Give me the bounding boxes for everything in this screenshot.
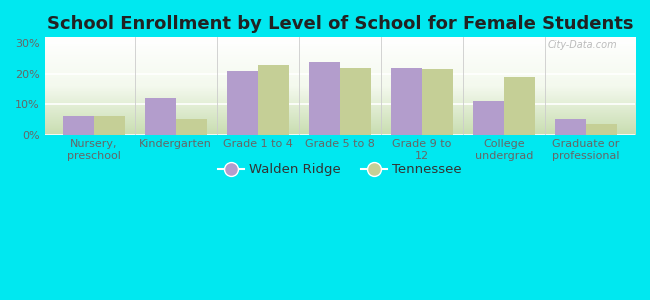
Bar: [340, 68, 371, 134]
Bar: [504, 77, 535, 134]
Bar: [176, 119, 207, 134]
Bar: [554, 119, 586, 134]
Bar: [62, 116, 94, 134]
Bar: [391, 68, 422, 134]
Bar: [227, 71, 258, 134]
Legend: Walden Ridge, Tennessee: Walden Ridge, Tennessee: [213, 158, 467, 182]
Bar: [94, 116, 125, 134]
Text: City-Data.com: City-Data.com: [548, 40, 617, 50]
Bar: [422, 69, 453, 134]
Bar: [145, 98, 176, 134]
Bar: [473, 101, 504, 134]
Bar: [586, 124, 617, 134]
Bar: [258, 65, 289, 134]
Title: School Enrollment by Level of School for Female Students: School Enrollment by Level of School for…: [47, 15, 633, 33]
Bar: [309, 61, 340, 134]
